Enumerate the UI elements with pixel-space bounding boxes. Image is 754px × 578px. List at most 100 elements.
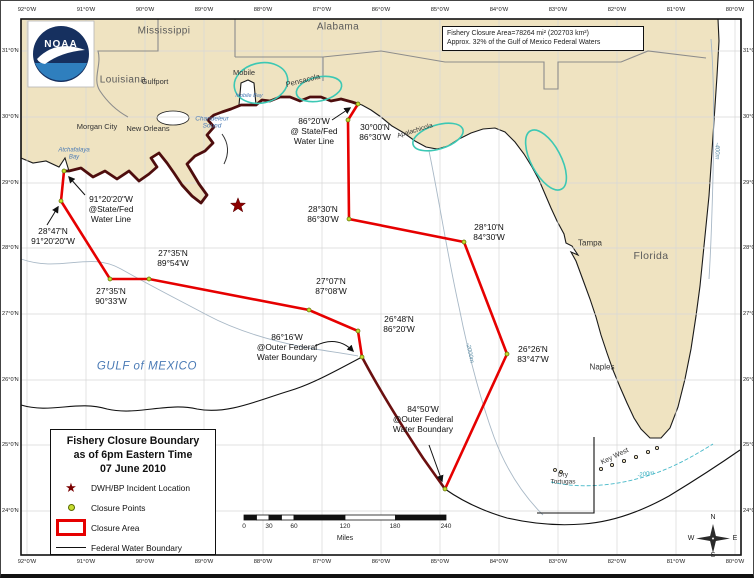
closure-label-line: 30°00'N	[360, 122, 390, 132]
legend-item-federal-boundary: Federal Water Boundary	[51, 539, 215, 556]
closure-label-line: @Outer Federal	[256, 341, 318, 352]
legend-item-label: Closure Area	[91, 522, 140, 533]
axis-lat-left: 30°0'N	[2, 114, 19, 120]
axis-lon-bottom: 91°0'W	[76, 559, 96, 565]
axis-lat-right: 30°0'N	[743, 114, 753, 120]
closure-label-9120-statefed: 91°20'20"W @State/Fed Water Line	[89, 194, 134, 225]
map-frame	[20, 18, 742, 556]
city-label-dry-tortugas: Dry Tortugas	[550, 471, 576, 486]
closure-label-8616w-outer: 86°16'W @Outer Federal Water Boundary	[256, 332, 318, 363]
axis-lon-bottom: 88°0'W	[253, 559, 273, 565]
axis-lon-bottom: 81°0'W	[666, 559, 686, 565]
axis-lat-left: 26°0'N	[2, 377, 19, 383]
axis-lon-top: 85°0'W	[430, 7, 450, 13]
compass-rose	[696, 524, 730, 553]
axis-lon-top: 86°0'W	[371, 7, 391, 13]
state-label-alabama: Alabama	[316, 21, 360, 33]
compass-e-label: E	[732, 534, 738, 542]
axis-lon-top: 88°0'W	[253, 7, 273, 13]
axis-lon-bottom: 84°0'W	[489, 559, 509, 565]
legend-item-closure-area: Closure Area	[51, 519, 215, 537]
scale-tick-180: 180	[389, 523, 401, 530]
closure-label-line: 27°07'N	[316, 276, 346, 286]
closure-label-line: 28°47'N	[38, 226, 68, 236]
water-label-gulf-of-mexico: GULF of MEXICO	[96, 360, 198, 373]
axis-lon-bottom: 90°0'W	[135, 559, 155, 565]
axis-lat-left: 27°0'N	[2, 311, 19, 317]
incident-star-icon: ★	[65, 480, 77, 496]
noaa-logo-text: NOAA	[44, 39, 77, 50]
closure-label-line: Water Boundary	[392, 423, 454, 434]
state-label-mississippi: Mississippi	[137, 25, 191, 37]
axis-lon-top: 87°0'W	[312, 7, 332, 13]
city-label-mobile: Mobile	[232, 67, 256, 77]
closure-label-line: 89°54'W	[157, 257, 189, 268]
axis-lat-right: 31°0'N	[743, 48, 753, 54]
city-label-naples: Naples	[589, 362, 615, 372]
closure-label-line: 27°35'N	[158, 248, 188, 258]
axis-lat-right: 26°0'N	[743, 377, 753, 383]
closure-area-value: Fishery Closure Area=78264 mi² (202703 k…	[447, 30, 589, 37]
axis-lon-bottom: 86°0'W	[371, 559, 391, 565]
compass-s-label: S	[710, 552, 716, 559]
closure-label-2810n-8430w: 28°10'N 84°30'W	[473, 222, 504, 243]
legend-box: Fishery Closure Boundary as of 6pm Easte…	[50, 429, 216, 555]
legend-title-line3: 07 June 2010	[100, 462, 166, 475]
closure-label-2847n: 28°47'N 91°20'20"W	[31, 226, 75, 247]
scale-tick-60: 60	[290, 523, 298, 530]
closure-label-2735n-9033w: 27°35'N 90°33'W	[95, 286, 127, 307]
legend-item-closure-points: Closure Points	[51, 499, 215, 516]
federal-water-boundary-line	[20, 356, 741, 526]
closure-area-icon	[56, 519, 86, 537]
axis-lat-left: 29°0'N	[2, 180, 19, 186]
state-label-louisiana: Louisiana	[99, 74, 147, 86]
legend-title-line1: Fishery Closure Boundary	[66, 435, 200, 447]
closure-boundary-outer-federal	[360, 356, 447, 490]
chandeleur-islands	[221, 133, 228, 165]
axis-lon-top: 89°0'W	[194, 7, 214, 13]
axis-lon-top: 81°0'W	[666, 7, 686, 13]
axis-lat-right: 24°0'N	[743, 508, 753, 514]
closure-label-line: 86°20'W	[383, 323, 415, 334]
scale-unit-label: Miles	[336, 535, 354, 542]
closure-label-line: 86°30'W	[359, 131, 391, 142]
axis-lat-right: 27°0'N	[743, 311, 753, 317]
axis-lon-top: 92°0'W	[17, 7, 37, 13]
closure-points	[58, 101, 510, 492]
axis-lat-left: 25°0'N	[2, 442, 19, 448]
axis-lon-top: 80°0'W	[725, 7, 745, 13]
water-label-chandeleur-sound: Chandeleur Sound	[195, 115, 229, 130]
axis-lat-left: 28°0'N	[2, 245, 19, 251]
closure-label-line: 28°10'N	[474, 222, 504, 232]
highlight-ellipses	[233, 61, 568, 191]
axis-lat-right: 29°0'N	[743, 180, 753, 186]
closure-label-line: Water Line	[90, 213, 132, 224]
legend-item-label: DWH/BP Incident Location	[91, 482, 190, 493]
closure-label-2626n-8347w: 26°26'N 83°47'W	[517, 344, 549, 365]
closure-area-info-box: Fishery Closure Area=78264 mi² (202703 k…	[442, 26, 644, 51]
closure-label-2648n-8620w: 26°48'N 86°20'W	[383, 314, 415, 335]
closure-label-line: 90°33'W	[95, 295, 127, 306]
closure-label-line: 91°20'20"W	[31, 235, 75, 246]
legend-title-line2: as of 6pm Eastern Time	[73, 448, 193, 461]
closure-label-2707n-8708w: 27°07'N 87°08'W	[315, 276, 346, 297]
closure-label-line: 26°48'N	[384, 314, 414, 324]
closure-label-line: 86°30'W	[307, 213, 339, 224]
state-borders	[96, 19, 707, 118]
closure-label-line: Water Boundary	[256, 351, 318, 362]
closure-point-icon	[67, 504, 75, 512]
compass-w-label: W	[687, 534, 695, 542]
closure-label-line: @Outer Federal	[392, 413, 454, 424]
scale-tick-120: 120	[339, 523, 351, 530]
lake-pontchartrain	[156, 110, 190, 126]
closure-area-percent: Approx. 32% of the Gulf of Mexico Federa…	[447, 39, 601, 47]
axis-lon-bottom: 80°0'W	[725, 559, 745, 565]
axis-lon-top: 84°0'W	[489, 7, 509, 13]
closure-label-2830n-8630w: 28°30'N 86°30'W	[307, 204, 339, 225]
closure-label-line: 84°50'W	[407, 404, 439, 414]
state-label-florida: Florida	[633, 250, 669, 263]
closure-label-line: 83°47'W	[517, 353, 549, 364]
closure-label-8620w-statefed: 86°20'W @ State/Fed Water Line	[290, 116, 337, 147]
axis-lon-top: 83°0'W	[548, 7, 568, 13]
